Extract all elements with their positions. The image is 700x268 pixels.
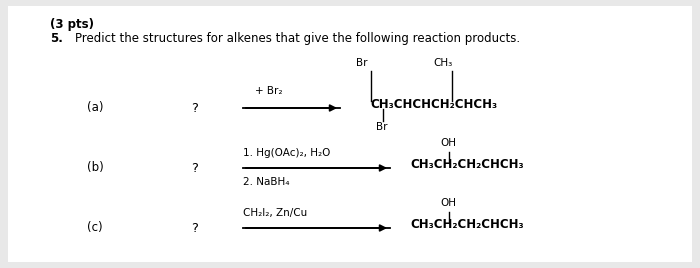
Text: Predict the structures for alkenes that give the following reaction products.: Predict the structures for alkenes that … bbox=[75, 32, 520, 45]
Text: CH₃CHCHCH₂CHCH₃: CH₃CHCHCH₂CHCH₃ bbox=[370, 99, 497, 111]
Text: OH: OH bbox=[440, 198, 456, 208]
FancyBboxPatch shape bbox=[8, 6, 692, 262]
Text: OH: OH bbox=[440, 138, 456, 148]
Text: CH₃: CH₃ bbox=[433, 58, 453, 68]
Text: (b): (b) bbox=[87, 162, 104, 174]
Text: (a): (a) bbox=[87, 102, 104, 114]
Text: 2. NaBH₄: 2. NaBH₄ bbox=[243, 177, 290, 187]
Text: 5.: 5. bbox=[50, 32, 63, 45]
Text: CH₂I₂, Zn/Cu: CH₂I₂, Zn/Cu bbox=[243, 208, 307, 218]
Text: CH₃CH₂CH₂CHCH₃: CH₃CH₂CH₂CHCH₃ bbox=[410, 218, 524, 232]
Text: Br: Br bbox=[356, 58, 368, 68]
Text: + Br₂: + Br₂ bbox=[255, 86, 283, 96]
Text: ?: ? bbox=[192, 102, 198, 114]
Text: 1. Hg(OAc)₂, H₂O: 1. Hg(OAc)₂, H₂O bbox=[243, 148, 330, 158]
Text: (3 pts): (3 pts) bbox=[50, 18, 94, 31]
Text: CH₃CH₂CH₂CHCH₃: CH₃CH₂CH₂CHCH₃ bbox=[410, 158, 524, 172]
Text: Br: Br bbox=[377, 122, 388, 132]
Text: ?: ? bbox=[192, 162, 198, 174]
Text: ?: ? bbox=[192, 221, 198, 234]
Text: (c): (c) bbox=[88, 221, 103, 234]
